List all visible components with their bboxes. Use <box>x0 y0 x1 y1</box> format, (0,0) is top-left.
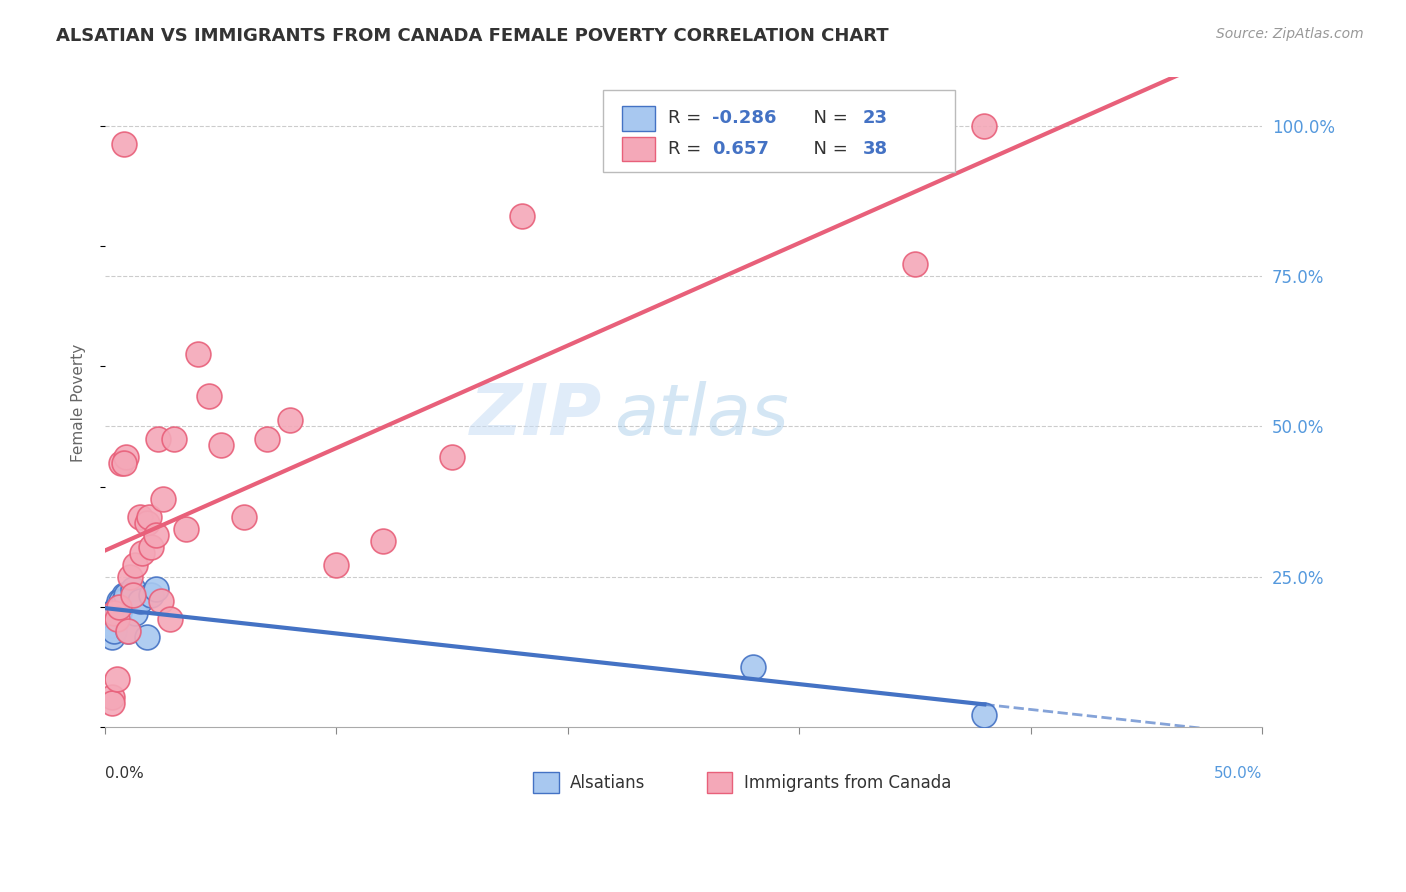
Point <box>124 558 146 572</box>
Text: 38: 38 <box>863 140 889 158</box>
Point <box>114 588 136 602</box>
Point <box>141 540 163 554</box>
Point <box>117 624 139 638</box>
Text: Immigrants from Canada: Immigrants from Canada <box>744 773 950 791</box>
Point <box>128 594 150 608</box>
Text: 0.657: 0.657 <box>713 140 769 158</box>
Point <box>138 509 160 524</box>
Point <box>371 533 394 548</box>
Point <box>105 612 128 626</box>
Point <box>742 660 765 674</box>
Point <box>145 582 167 596</box>
Point <box>110 456 132 470</box>
Point <box>121 582 143 596</box>
FancyBboxPatch shape <box>623 136 655 161</box>
Text: 0.0%: 0.0% <box>105 766 143 781</box>
Point <box>101 690 124 705</box>
Point <box>110 594 132 608</box>
Point <box>112 594 135 608</box>
Point <box>163 432 186 446</box>
Point <box>101 630 124 644</box>
Text: ZIP: ZIP <box>470 381 603 450</box>
Point <box>103 606 125 620</box>
Point <box>103 624 125 638</box>
Point <box>105 612 128 626</box>
Text: Source: ZipAtlas.com: Source: ZipAtlas.com <box>1216 27 1364 41</box>
Point <box>159 612 181 626</box>
Point <box>110 599 132 614</box>
Point <box>145 528 167 542</box>
Text: ALSATIAN VS IMMIGRANTS FROM CANADA FEMALE POVERTY CORRELATION CHART: ALSATIAN VS IMMIGRANTS FROM CANADA FEMAL… <box>56 27 889 45</box>
Text: R =: R = <box>668 110 707 128</box>
Text: atlas: atlas <box>614 381 789 450</box>
Point <box>112 456 135 470</box>
Point <box>278 413 301 427</box>
FancyBboxPatch shape <box>603 90 956 171</box>
Point <box>103 612 125 626</box>
Point <box>108 594 131 608</box>
Point <box>148 432 170 446</box>
Text: N =: N = <box>801 140 853 158</box>
Point <box>101 696 124 710</box>
Point <box>112 588 135 602</box>
Point <box>904 257 927 271</box>
FancyBboxPatch shape <box>623 106 655 131</box>
Point <box>441 450 464 464</box>
Point <box>198 389 221 403</box>
Point <box>101 618 124 632</box>
Y-axis label: Female Poverty: Female Poverty <box>72 343 86 461</box>
Text: Alsatians: Alsatians <box>569 773 645 791</box>
Point <box>114 450 136 464</box>
Text: -0.286: -0.286 <box>713 110 778 128</box>
Point <box>108 599 131 614</box>
Point <box>510 209 533 223</box>
Point <box>174 522 197 536</box>
Point <box>135 516 157 530</box>
Point <box>128 509 150 524</box>
Point <box>101 606 124 620</box>
Text: N =: N = <box>801 110 853 128</box>
Point <box>152 491 174 506</box>
Point <box>232 509 254 524</box>
Point <box>209 437 232 451</box>
Point <box>973 119 995 133</box>
Point <box>141 588 163 602</box>
Point <box>135 630 157 644</box>
Text: 50.0%: 50.0% <box>1213 766 1263 781</box>
Point <box>124 606 146 620</box>
FancyBboxPatch shape <box>533 772 558 793</box>
Point <box>187 347 209 361</box>
FancyBboxPatch shape <box>707 772 733 793</box>
Text: R =: R = <box>668 140 713 158</box>
Point <box>105 672 128 686</box>
Point <box>973 708 995 723</box>
Text: 23: 23 <box>863 110 887 128</box>
Point <box>131 546 153 560</box>
Point <box>149 594 172 608</box>
Point <box>256 432 278 446</box>
Point <box>325 558 347 572</box>
Point <box>112 136 135 151</box>
Point <box>121 588 143 602</box>
Point <box>105 599 128 614</box>
Point <box>117 624 139 638</box>
Point <box>108 606 131 620</box>
Point <box>120 570 142 584</box>
